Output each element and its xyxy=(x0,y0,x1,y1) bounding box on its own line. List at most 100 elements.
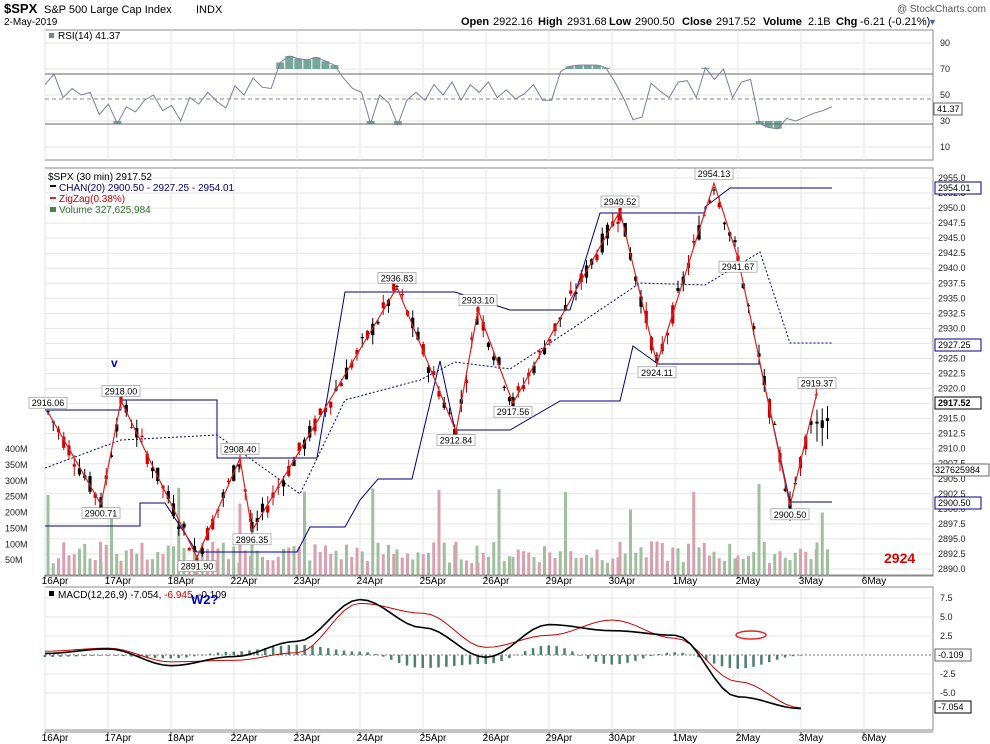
macd-tick-label: 5.0 xyxy=(940,612,953,622)
volume-bar xyxy=(717,558,721,576)
macd-histogram-bar xyxy=(720,655,724,667)
price-bar-body xyxy=(344,367,349,380)
macd-histogram-bar xyxy=(193,655,196,657)
zigzag-label: 2916.06 xyxy=(32,398,65,408)
volume-bar xyxy=(558,551,562,576)
volume-bar xyxy=(487,556,490,576)
volume-bars xyxy=(46,484,829,576)
zigzag-label: 2896.35 xyxy=(236,535,269,545)
macd-histogram-bar xyxy=(177,655,180,659)
macd-signal-line xyxy=(44,602,802,709)
zigzag-label: 2924.11 xyxy=(641,368,673,378)
macd-histogram-bar xyxy=(744,655,747,669)
price-bar-body xyxy=(411,317,415,329)
macd-histogram-bar xyxy=(382,655,385,657)
svg-text:2900.50: 2900.50 xyxy=(938,498,971,508)
price-bar-body xyxy=(302,439,307,449)
price-tick-label: 2922.5 xyxy=(938,369,966,379)
svg-text:2954.01: 2954.01 xyxy=(938,183,971,193)
price-bar-body xyxy=(815,421,819,424)
macd-histogram-bar xyxy=(421,655,424,668)
date-tick-label: 22Apr xyxy=(231,576,258,587)
price-bar-body xyxy=(177,526,181,530)
price-bar-body xyxy=(733,240,737,243)
volume-bar xyxy=(250,544,254,576)
price-bar-body xyxy=(757,353,761,357)
volume-bar xyxy=(697,547,701,576)
macd-histogram-bar xyxy=(760,655,763,665)
price-bar-body xyxy=(788,499,792,514)
zigzag-label-box xyxy=(458,294,498,307)
volume-bar xyxy=(345,544,348,576)
rsi-line xyxy=(44,55,833,130)
date-tick-label: 26Apr xyxy=(483,733,510,744)
volume-bar xyxy=(83,543,87,576)
volume-bar xyxy=(757,484,761,576)
date-tick-label: 17Apr xyxy=(105,733,132,744)
volume-bar xyxy=(88,558,92,576)
volume-bar xyxy=(339,559,343,576)
price-panel: 2916.06 2900.71 2918.00 2891.90 2908.40 2896.… xyxy=(5,167,990,577)
volume-bar xyxy=(161,554,165,576)
chart-date: 2-May-2019 xyxy=(4,17,58,28)
volume-bar xyxy=(655,541,659,576)
price-bar-body xyxy=(623,223,627,237)
macd-histogram-bar xyxy=(752,655,755,667)
macd-histogram-bar xyxy=(775,655,779,660)
rsi-tick-label: 90 xyxy=(940,38,950,48)
macd-histogram-bar xyxy=(51,655,54,657)
volume-bar xyxy=(804,551,808,576)
macd-histogram-bar xyxy=(342,650,346,655)
zigzag-label-box xyxy=(637,366,677,379)
annotation-w2: W2? xyxy=(191,592,219,607)
volume-bar xyxy=(308,560,312,576)
price-bar-body xyxy=(323,407,328,413)
volume-bar xyxy=(611,558,615,576)
macd-histogram-bar xyxy=(82,655,86,657)
volume-bar xyxy=(46,495,50,576)
volume-bar xyxy=(448,562,451,576)
macd-histogram-bar xyxy=(59,655,62,657)
svg-text:-6.21 (-0.21%): -6.21 (-0.21%) xyxy=(860,16,930,28)
svg-text:$SPX (30 min) 2917.52: $SPX (30 min) 2917.52 xyxy=(48,172,152,183)
macd-histogram-bar xyxy=(453,655,456,666)
price-bar-body xyxy=(507,397,512,402)
volume-bar xyxy=(733,558,737,576)
macd-histogram-bar xyxy=(634,655,637,661)
svg-text:-0.109: -0.109 xyxy=(938,650,964,660)
volume-bar xyxy=(110,513,113,576)
volume-bar xyxy=(741,558,745,576)
macd-histogram-bar xyxy=(500,655,503,662)
price-tick-label: 2897.5 xyxy=(938,519,966,529)
volume-bar xyxy=(432,542,436,576)
date-tick-label: 29Apr xyxy=(546,576,573,587)
macd-histogram-bar xyxy=(579,655,582,656)
dropdown-arrow-icon[interactable]: ▼ xyxy=(928,17,937,27)
price-bar-body xyxy=(432,371,436,375)
macd-histogram-bar xyxy=(768,655,771,663)
volume-bar xyxy=(634,552,638,576)
date-tick-label: 6May xyxy=(862,576,886,587)
volume-bar xyxy=(140,542,144,576)
volume-bar xyxy=(650,541,653,576)
macd-histogram-bar xyxy=(90,655,94,656)
zigzag-label: 2936.83 xyxy=(381,273,414,283)
price-bar-body xyxy=(595,254,599,261)
price-bar-body xyxy=(365,331,370,339)
price-bar-body xyxy=(386,299,391,306)
volume-bar xyxy=(243,550,247,576)
volume-bar xyxy=(156,551,160,576)
zigzag-label: 2918.00 xyxy=(105,387,138,397)
macd-histogram-bar xyxy=(571,651,574,655)
date-tick-label: 1May xyxy=(673,733,697,744)
macd-histogram-bar xyxy=(413,655,417,668)
price-tick-label: 2930.0 xyxy=(938,323,966,333)
price-tick-label: 2912.5 xyxy=(938,429,966,439)
volume-bar xyxy=(104,544,108,576)
macd-histogram-bar xyxy=(523,651,527,655)
date-tick-label: 23Apr xyxy=(294,576,321,587)
svg-text:Close: Close xyxy=(682,16,712,28)
price-tick-label: 2945.0 xyxy=(938,233,966,243)
volume-bar xyxy=(671,547,675,576)
